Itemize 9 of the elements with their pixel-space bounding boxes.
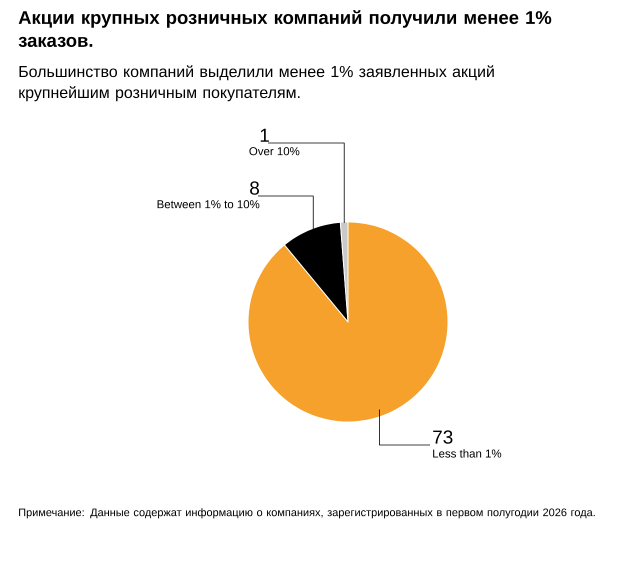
- text: Примечание: Данные содержат информацию о компаниях, зарегистрированных в первом полугодии 2026 года.: [19, 508, 595, 518]
- data-label: 8: [250, 181, 259, 195]
- data-label: 1: [260, 128, 269, 142]
- data-label: 73: [433, 430, 452, 444]
- chart-subtitle: Большинство компаний выделили менее 1% заявленных акций крупнейшим розничным покупателям.: [19, 65, 494, 102]
- slice-label: Between 1% to 10%: [158, 200, 260, 208]
- slice-label: Less than 1%: [433, 449, 502, 458]
- chart-title: Акции крупных розничных компаний получили менее 1% заказов.: [18, 10, 552, 48]
- slice-label: Over 10%: [249, 147, 300, 156]
